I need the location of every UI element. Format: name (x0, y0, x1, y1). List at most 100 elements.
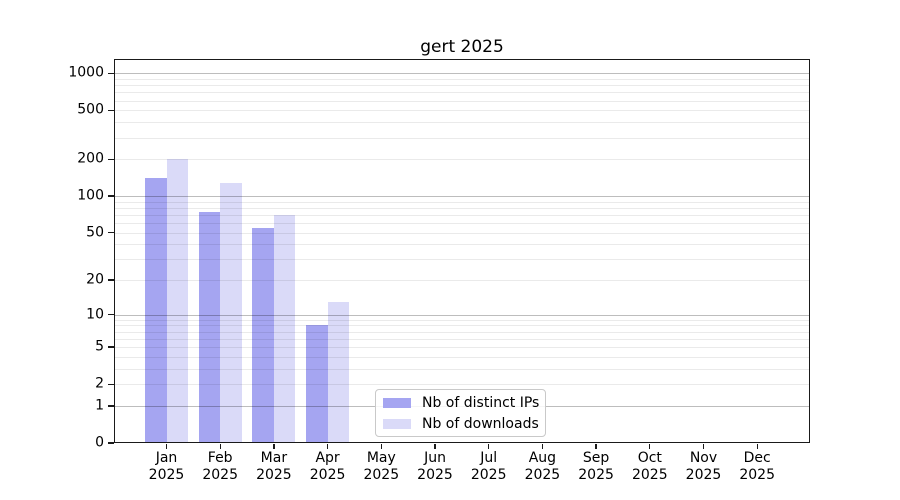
y-tick (108, 109, 114, 112)
year-label: 2025 (578, 467, 614, 483)
x-tick-label: Dec 2025 (725, 450, 789, 484)
gridline-minor (114, 122, 810, 124)
y-tick (108, 314, 114, 316)
year-label: 2025 (148, 467, 185, 483)
x-tick (649, 444, 651, 449)
x-tick (595, 444, 597, 449)
gridline-minor (114, 356, 810, 358)
legend-item: Nb of distinct IPs (383, 394, 540, 411)
year-label: 2025 (363, 467, 400, 483)
gridline-minor (114, 384, 810, 386)
x-tick-label: Nov 2025 (672, 450, 736, 484)
plot-border (114, 59, 810, 443)
month-label: Jul (480, 450, 498, 466)
y-tick-label: 5 (95, 338, 104, 355)
y-tick (108, 442, 114, 444)
y-tick-label: 100 (77, 187, 104, 204)
year-label: 2025 (739, 467, 775, 483)
month-label: Nov (689, 450, 718, 466)
gridline-minor (114, 319, 810, 321)
month-label: Jan (155, 450, 178, 466)
y-tick-label: 50 (86, 224, 104, 241)
gridline-minor (114, 280, 810, 282)
y-tick (108, 72, 114, 75)
x-tick-label: Sep 2025 (564, 450, 628, 484)
x-tick (273, 444, 275, 449)
x-tick-label: Mar 2025 (242, 450, 306, 484)
x-tick-label: Oct 2025 (618, 450, 682, 484)
bar (220, 183, 242, 443)
x-tick-label: Aug 2025 (510, 450, 574, 484)
gridline-minor (114, 207, 810, 209)
y-tick (108, 195, 114, 197)
y-tick (108, 405, 114, 407)
x-tick (488, 444, 490, 449)
x-tick-label: Jun 2025 (403, 450, 467, 484)
gridline-minor (114, 85, 810, 87)
year-label: 2025 (202, 467, 238, 483)
gridline-minor (114, 201, 810, 203)
x-tick (541, 444, 544, 449)
gridline-minor (114, 338, 810, 340)
legend-item: Nb of downloads (383, 416, 539, 432)
y-tick-label: 20 (86, 271, 104, 288)
month-label: May (366, 450, 396, 466)
gridline-major (114, 314, 810, 316)
bar (198, 211, 221, 443)
legend: Nb of distinct IPs Nb of downloads (375, 389, 546, 437)
legend-label: Nb of distinct IPs (422, 394, 540, 411)
gridline-minor (114, 331, 810, 333)
chart-title: gert 2025 (420, 37, 504, 57)
month-label: Dec (743, 450, 771, 466)
gridline-minor (114, 368, 810, 370)
month-label: Jun (424, 450, 446, 466)
gridline-minor (114, 214, 810, 216)
bar (145, 178, 167, 443)
gridline-minor (114, 232, 810, 234)
gridline-major (114, 196, 810, 198)
gridline-minor (114, 347, 810, 349)
y-tick-label: 10 (86, 306, 104, 323)
x-tick-label: Apr 2025 (296, 450, 360, 484)
y-tick-label: 200 (77, 150, 104, 167)
month-label: Apr (315, 450, 340, 466)
month-label: Feb (207, 450, 233, 466)
x-tick (326, 444, 329, 449)
year-label: 2025 (417, 467, 453, 483)
y-tick-label: 1 (95, 397, 104, 414)
legend-swatch (383, 397, 411, 408)
bar (306, 325, 328, 443)
gridline-minor (114, 137, 810, 139)
x-tick (219, 444, 221, 449)
x-tick (165, 444, 168, 449)
y-tick-label: 1000 (68, 64, 104, 81)
y-tick-label: 500 (77, 101, 104, 118)
year-label: 2025 (470, 467, 507, 483)
legend-swatch (383, 418, 411, 429)
x-tick (756, 444, 758, 449)
gridline-minor (114, 100, 810, 102)
gridline-minor (114, 110, 810, 112)
bar (273, 214, 296, 443)
gridline-major (114, 73, 810, 75)
y-tick-label: 2 (95, 375, 104, 392)
y-tick (108, 158, 114, 160)
y-tick (108, 346, 114, 348)
year-label: 2025 (685, 467, 722, 483)
gridline-minor (114, 78, 810, 80)
bar (327, 301, 350, 443)
month-label: Mar (260, 450, 288, 466)
x-tick-label: Feb 2025 (188, 450, 252, 484)
y-tick (108, 383, 114, 385)
gridline-minor (114, 325, 810, 327)
bar (252, 227, 274, 443)
gridline-minor (114, 159, 810, 161)
gridline-minor (114, 223, 810, 225)
x-tick (702, 444, 705, 449)
bar (166, 159, 188, 443)
year-label: 2025 (524, 467, 561, 483)
year-label: 2025 (256, 467, 292, 483)
y-tick-label: 0 (95, 434, 104, 451)
x-tick (434, 444, 436, 449)
